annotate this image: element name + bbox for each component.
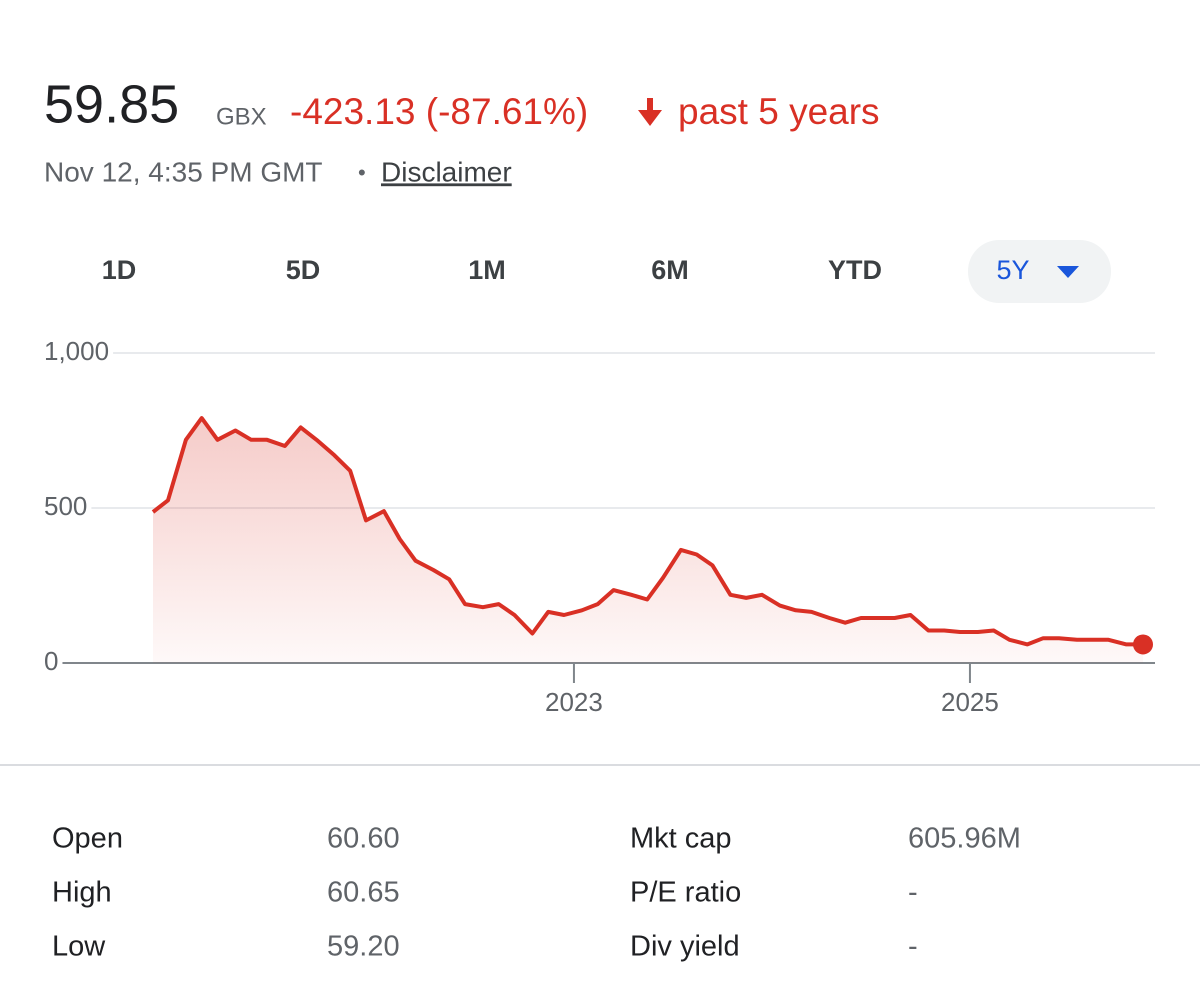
stat-label: Mkt cap: [630, 823, 732, 855]
time-range-tab[interactable]: 1M: [468, 255, 506, 285]
tab-label[interactable]: 1M: [468, 255, 506, 285]
time-range-tab[interactable]: YTD: [828, 255, 882, 285]
separator: •: [358, 160, 366, 185]
down-arrow: [638, 98, 662, 126]
x-tick-label: 2025: [941, 687, 999, 717]
price-area: [153, 418, 1143, 663]
y-tick-label: 1,000: [44, 336, 109, 366]
tab-label[interactable]: 5Y: [996, 255, 1029, 285]
stat-value: -: [908, 877, 918, 909]
time-range-tab[interactable]: 6M: [651, 255, 689, 285]
stat-label: High: [52, 877, 112, 909]
tab-label[interactable]: 6M: [651, 255, 689, 285]
stat-label: Low: [52, 931, 106, 963]
timestamp: Nov 12, 4:35 PM GMT: [44, 156, 323, 187]
stat-label: Div yield: [630, 931, 740, 963]
y-tick-label: 500: [44, 491, 87, 521]
stat-value: 59.20: [327, 931, 400, 963]
price-line: [151, 416, 1143, 647]
time-range-tab[interactable]: 5D: [286, 255, 321, 285]
stat-label: P/E ratio: [630, 877, 741, 909]
tab-label[interactable]: YTD: [828, 255, 882, 285]
price-change: -423.13 (-87.61%): [290, 91, 588, 132]
stat-label: Open: [52, 823, 123, 855]
tab-label[interactable]: 5D: [286, 255, 321, 285]
stat-value: -: [908, 931, 918, 963]
price: 59.85: [44, 74, 179, 134]
y-tick-label: 0: [44, 646, 58, 676]
period: past 5 years: [678, 91, 880, 132]
tab-pill: [968, 240, 1111, 303]
tab-label[interactable]: 1D: [102, 255, 137, 285]
currency: GBX: [216, 103, 267, 130]
disclaimer-link[interactable]: Disclaimer: [381, 156, 512, 187]
stat-value: 605.96M: [908, 823, 1021, 855]
time-range-tab[interactable]: 5Y: [968, 240, 1111, 303]
current-price-dot: [1133, 634, 1153, 655]
time-range-tab[interactable]: 1D: [102, 255, 137, 285]
stat-value: 60.65: [327, 877, 400, 909]
dropdown-caret: [1057, 266, 1079, 278]
stat-value: 60.60: [327, 823, 400, 855]
x-tick-label: 2023: [545, 687, 603, 717]
